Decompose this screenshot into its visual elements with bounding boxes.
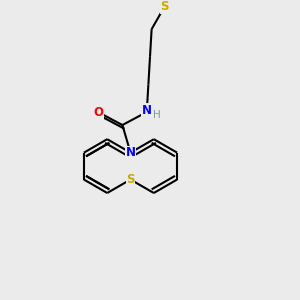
Text: N: N [125, 146, 136, 159]
Text: S: S [160, 0, 169, 13]
Text: S: S [126, 173, 135, 186]
Text: N: N [142, 104, 152, 117]
Text: O: O [93, 106, 103, 118]
Text: H: H [153, 110, 160, 120]
